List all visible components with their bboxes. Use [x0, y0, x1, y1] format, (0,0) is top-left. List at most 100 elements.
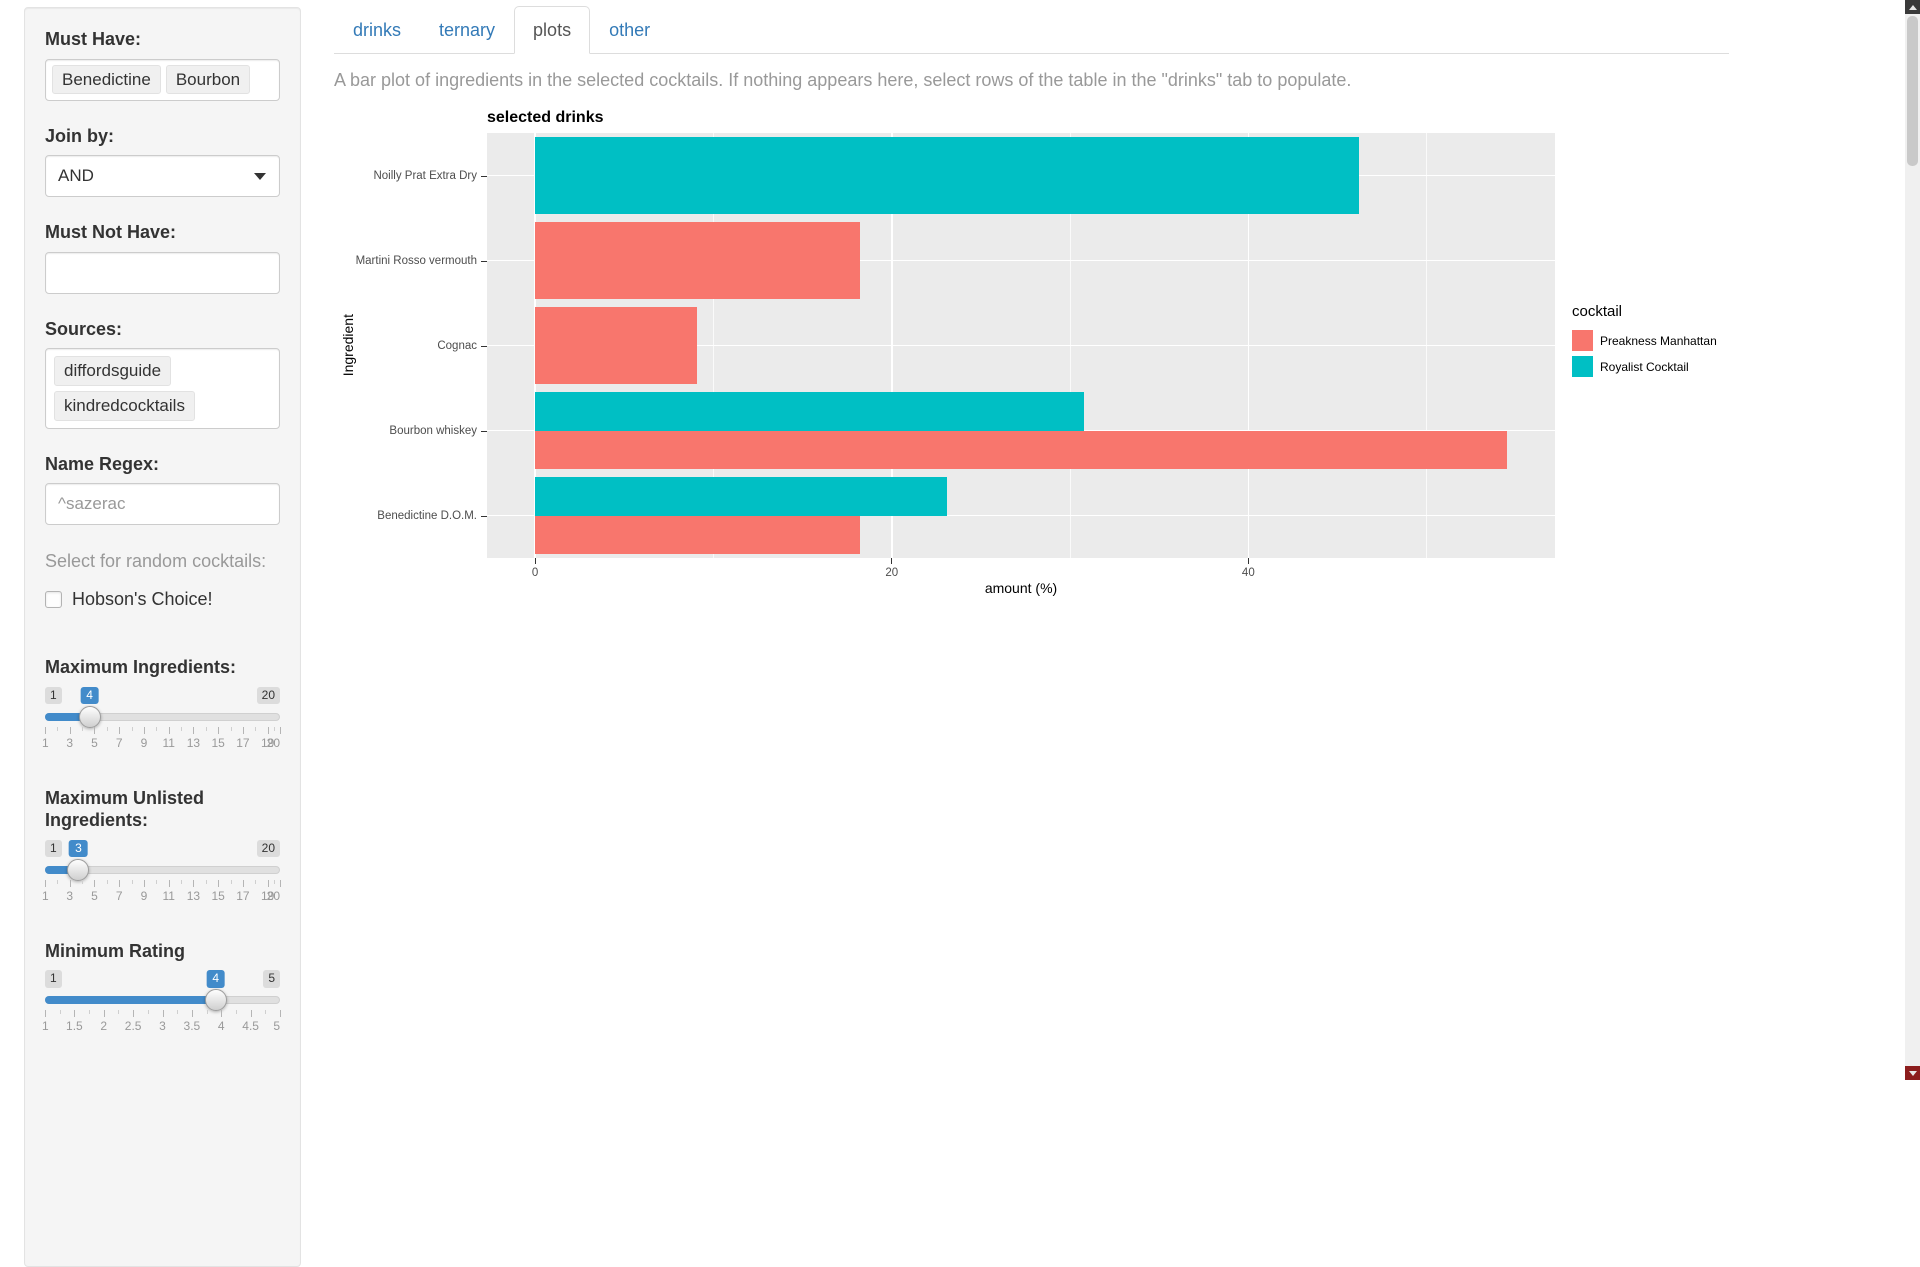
legend-title: cocktail [1572, 303, 1623, 320]
slider-grid-label: 13 [186, 888, 201, 903]
slider-grid-tick [45, 1010, 46, 1018]
slider-grid-tick [45, 726, 46, 734]
slider-value-label: 4 [80, 686, 99, 705]
slider-handle[interactable] [67, 858, 90, 881]
scroll-thumb[interactable] [1907, 16, 1918, 166]
x-axis-tick [891, 558, 893, 564]
slider-grid-label: 11 [162, 735, 175, 750]
chart-title: selected drinks [487, 109, 604, 126]
tab-plots[interactable]: plots [514, 6, 591, 54]
tab-other[interactable]: other [609, 20, 651, 40]
slider-grid-label: 11 [162, 888, 175, 903]
slider-grid-tick [193, 879, 195, 887]
slider-grid-tick [280, 879, 281, 887]
slider-grid-tick [273, 726, 275, 731]
bar [535, 430, 1507, 469]
slider-grid-tick [218, 726, 220, 734]
legend: cocktail Preakness Manhattan Royalist Co… [1572, 303, 1717, 382]
slider-grid-tick [255, 879, 257, 884]
name-regex-label: Name Regex: [45, 453, 160, 474]
slider-grid-label: 20 [266, 888, 280, 903]
chart: selected drinks Ingredient amount (%) co… [334, 99, 1729, 644]
legend-swatch-preakness-manhattan [1572, 330, 1593, 351]
tab-drinks[interactable]: drinks [353, 20, 402, 40]
slider-grid-tick [205, 726, 207, 731]
y-axis-category-label: Benedictine D.O.M. [377, 509, 477, 522]
slider-grid-tick [74, 1010, 76, 1018]
slider-grid-tick [230, 879, 232, 884]
sidebar: Must Have: Benedictine Bourbon Join by: … [24, 7, 301, 1267]
max-ingredients-label: Maximum Ingredients: [45, 657, 237, 678]
scroll-down-button[interactable] [1905, 1066, 1920, 1080]
arrow-up-icon [1908, 4, 1917, 10]
x-axis-tick-label: 40 [1241, 567, 1255, 579]
slider-grid-tick [168, 726, 170, 734]
legend-item: Royalist Cocktail [1572, 356, 1717, 377]
hobsons-choice-checkbox[interactable] [45, 591, 62, 609]
slider-handle[interactable] [204, 989, 227, 1012]
slider-grid-tick [206, 1010, 208, 1015]
slider-grid: 1 3 5 7 9 11 13 15 17 19 20 [42, 726, 281, 753]
slider-grid-label: 4 [217, 1019, 225, 1034]
max-ingredients-block: Maximum Ingredients: 1 20 4 1 3 5 7 9 11 13 15 1… [42, 656, 281, 755]
slider-handle[interactable] [78, 705, 101, 728]
slider-grid-tick [57, 879, 59, 884]
slider-grid-tick [119, 879, 121, 887]
y-axis-tick [481, 175, 487, 177]
slider-grid: 1 1.5 2 2.5 3 3.5 4 4.5 5 [42, 1010, 281, 1036]
must-not-have-input[interactable] [45, 251, 280, 294]
slider-grid-label: 1 [42, 1019, 49, 1034]
y-axis-tick [481, 515, 487, 517]
sources-tag[interactable]: kindredcocktails [54, 390, 195, 421]
gridline-major [487, 344, 1555, 347]
slider-grid-tick [168, 879, 170, 887]
legend-label: Preakness Manhattan [1600, 333, 1717, 348]
y-axis-tick [481, 345, 487, 347]
min-rating-block: Minimum Rating 1 5 4 1 1.5 2 2.5 3 3.5 4 4.5 5 [42, 940, 281, 1039]
slider-grid-tick [94, 879, 96, 887]
slider-max-label: 20 [256, 839, 280, 858]
must-have-input[interactable]: Benedictine Bourbon [45, 58, 280, 101]
slider-grid-label: 1 [42, 888, 49, 903]
bar [535, 307, 698, 384]
y-axis-tick [481, 260, 487, 262]
slider-grid-tick [242, 726, 244, 734]
max-ingredients-slider[interactable]: 1 20 4 1 3 5 7 9 11 13 15 17 19 20 [42, 686, 281, 755]
slider-max-label: 5 [263, 970, 280, 988]
slider-grid-tick [94, 726, 96, 734]
slider-min-label: 1 [45, 686, 62, 705]
name-regex-input[interactable] [45, 483, 280, 526]
slider-grid-label: 4.5 [242, 1019, 259, 1034]
slider-grid-label: 1 [42, 735, 49, 750]
scroll-up-button[interactable] [1905, 0, 1920, 14]
slider-min-label: 1 [45, 839, 62, 858]
y-axis-category-label: Martini Rosso vermouth [355, 254, 477, 267]
join-by-value: AND [58, 166, 94, 185]
hobsons-choice-row[interactable]: Hobson's Choice! [45, 589, 280, 610]
slider-grid-tick [57, 726, 59, 731]
x-axis-tick [1247, 558, 1249, 564]
arrow-down-icon [1908, 1070, 1917, 1076]
bar [535, 477, 947, 516]
min-rating-slider[interactable]: 1 5 4 1 1.5 2 2.5 3 3.5 4 4.5 5 [42, 970, 281, 1038]
sources-tag[interactable]: diffordsguide [54, 356, 172, 386]
slider-grid-label: 17 [236, 735, 250, 750]
scrollbar[interactable] [1905, 0, 1920, 1080]
must-have-tag[interactable]: Bourbon [165, 64, 251, 95]
join-by-group: Join by: AND [45, 125, 280, 197]
slider-value-label: 4 [206, 970, 226, 988]
slider-grid-tick [218, 879, 220, 887]
slider-grid-tick [133, 1010, 135, 1018]
slider-grid-tick [280, 1010, 281, 1018]
legend-swatch-royalist-cocktail [1572, 356, 1593, 377]
sources-input[interactable]: diffordsguide kindredcocktails [45, 348, 280, 429]
join-by-select[interactable]: AND [45, 155, 280, 197]
slider-grid-tick [280, 726, 281, 734]
slider-grid-label: 3 [159, 1019, 166, 1034]
max-unlisted-slider[interactable]: 1 20 3 1 3 5 7 9 11 13 15 17 19 20 [42, 839, 281, 908]
slider-grid-tick [118, 1010, 120, 1015]
slider-grid-tick [191, 1010, 193, 1018]
must-have-tag[interactable]: Benedictine [52, 64, 161, 95]
tab-ternary[interactable]: ternary [439, 20, 496, 40]
slider-grid-label: 1.5 [66, 1019, 83, 1034]
